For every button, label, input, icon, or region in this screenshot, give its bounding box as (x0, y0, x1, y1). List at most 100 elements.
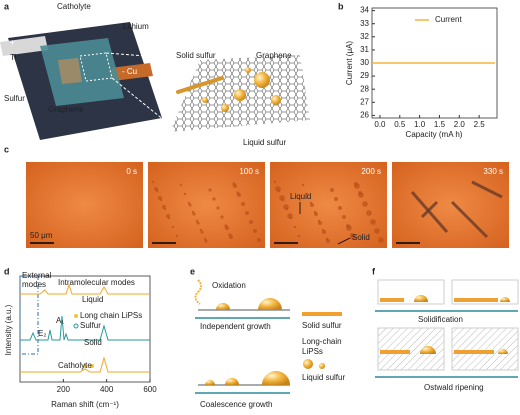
droplet-dot (166, 214, 170, 218)
crystal (450, 200, 489, 239)
droplet (202, 97, 208, 103)
droplet-dot (378, 237, 384, 243)
droplet-dot (236, 191, 240, 195)
droplet-dot (151, 180, 155, 184)
droplet-dot (212, 197, 216, 201)
droplet (414, 295, 428, 302)
droplet-dot (334, 197, 338, 201)
x-axis-title: Raman shift (cm⁻¹) (51, 400, 119, 409)
time-label: 200 s (361, 167, 381, 176)
droplet-dot (346, 224, 350, 228)
droplet-dot (362, 201, 368, 207)
time-label: 330 s (483, 167, 503, 176)
x-tick-label: 1.5 (434, 120, 446, 129)
droplet-dot (191, 210, 195, 214)
droplet-dot (183, 192, 187, 196)
y-tick-label: 30 (360, 58, 369, 67)
label: Independent growth (200, 322, 271, 331)
droplet-dot (374, 228, 380, 234)
label: External (22, 271, 52, 280)
pointer (337, 237, 351, 245)
label: Catholyte (58, 361, 92, 370)
panel-label: c (4, 144, 9, 154)
droplet-dot (273, 180, 277, 184)
label: Long-chain (302, 337, 342, 346)
droplet (234, 89, 246, 101)
droplet-dot (249, 220, 253, 224)
micrograph (26, 162, 143, 248)
label: Ti (10, 53, 17, 62)
x-tick-label: 400 (100, 385, 114, 394)
catholyte-spectrum (20, 356, 150, 373)
droplet-dot (317, 219, 321, 223)
y-tick-label: 28 (360, 84, 369, 93)
droplet (205, 380, 215, 385)
droplet-dot (338, 206, 342, 210)
label: Solid sulfur (302, 321, 342, 330)
label: Solidification (418, 315, 463, 324)
droplet-dot (370, 219, 376, 225)
label: LiPSs (302, 347, 323, 356)
legend-label: Sulfur (80, 321, 101, 330)
label: A₁ (56, 316, 64, 325)
droplet-dot (195, 219, 199, 223)
label: + (10, 38, 15, 47)
droplet-dot (188, 203, 192, 207)
droplet-dot (232, 182, 236, 186)
droplet-dot (293, 225, 297, 229)
droplet-dot (358, 191, 362, 195)
zoom-box (79, 52, 113, 82)
droplet-dot (196, 221, 200, 225)
x-tick-label: 600 (143, 385, 157, 394)
droplet-dot (283, 204, 289, 210)
droplet-dot (275, 186, 281, 192)
droplet-dot (203, 237, 207, 241)
droplet-dot (287, 213, 293, 219)
micrograph (148, 162, 265, 248)
label: Oxidation (212, 281, 246, 290)
solid (454, 298, 498, 302)
y-tick-label: 34 (360, 6, 369, 15)
droplet-dot (162, 205, 166, 209)
micrograph (392, 162, 509, 248)
crystal (420, 200, 439, 219)
droplet-dot (350, 233, 354, 237)
x-tick-label: 2.5 (474, 120, 486, 129)
droplet-dot (199, 228, 203, 232)
droplet (245, 67, 251, 73)
marker (90, 364, 94, 368)
droplet-dot (154, 187, 158, 191)
y-axis-title: Intensity (a.u.) (4, 304, 13, 355)
panel-e: e Oxidation Independent growth Coalescen… (190, 266, 345, 409)
droplet-dot (313, 210, 317, 214)
droplet-dot (175, 234, 179, 238)
legend-label: Long chain LiPSs (80, 311, 142, 320)
droplet-dot (228, 233, 232, 237)
lipss-chain (194, 279, 202, 305)
zoom-line (105, 52, 201, 61)
droplet-dot (200, 230, 204, 234)
label: Lithium (123, 22, 149, 31)
droplet-dot (257, 238, 261, 242)
legend-liquid (319, 363, 325, 369)
label: Liquid (290, 192, 311, 201)
panel-label: a (4, 1, 10, 11)
droplet (420, 346, 436, 354)
droplet-dot (354, 182, 358, 186)
droplet-dot (301, 183, 305, 187)
label: Solid (84, 338, 102, 347)
panel-c: c 0 s 100 s 200 s 330 s 50 μm Liquid Solid (4, 144, 509, 248)
droplet (258, 298, 282, 310)
time-label: 100 s (239, 167, 259, 176)
panel-b: b Current (μA) Capacity (mA h) 26 27 28 29 3… (338, 1, 498, 139)
droplet-dot (179, 183, 183, 187)
label: Graphene (256, 51, 292, 60)
label: Sulfur (4, 94, 25, 103)
label: Catholyte (57, 2, 91, 11)
droplet-dot (366, 210, 372, 216)
panel-a: a Catholyte Lithium + Ti Sulfur Graphene… (0, 1, 310, 147)
crystal (471, 180, 503, 199)
droplet-dot (342, 215, 346, 219)
label: Liquid sulfur (302, 373, 345, 382)
